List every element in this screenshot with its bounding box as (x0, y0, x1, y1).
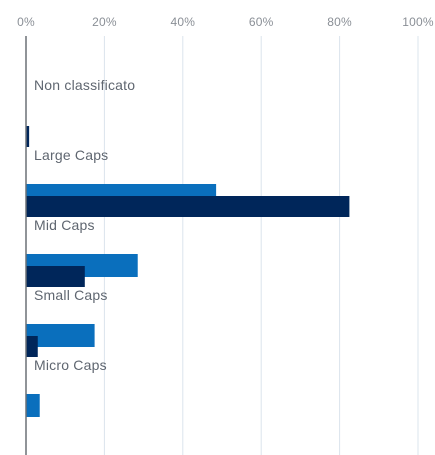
category-label: Micro Caps (34, 357, 107, 373)
bar-series-2[interactable] (26, 266, 85, 287)
x-tick-label: 40% (170, 15, 195, 29)
bar-series-1[interactable] (26, 394, 40, 417)
gridlines (103, 36, 419, 455)
bar-series-1[interactable] (26, 324, 95, 347)
bar-series-2[interactable] (26, 196, 350, 217)
x-tick-label: 0% (17, 15, 35, 29)
x-tick-label: 100% (402, 15, 434, 29)
x-tick-label: 80% (327, 15, 352, 29)
x-tick-label: 20% (92, 15, 117, 29)
category-labels: Non classificato Large Caps Mid Caps Small … (34, 77, 135, 373)
bars (26, 126, 350, 417)
category-label: Mid Caps (34, 217, 95, 233)
category-label: Small Caps (34, 287, 108, 303)
x-axis-ticks: 0% 20% 40% 60% 80% 100% (17, 15, 434, 29)
category-label: Non classificato (34, 77, 135, 93)
bar-series-2[interactable] (26, 336, 38, 357)
x-tick-label: 60% (249, 15, 274, 29)
category-label: Large Caps (34, 147, 108, 163)
bar-series-2[interactable] (26, 126, 30, 147)
